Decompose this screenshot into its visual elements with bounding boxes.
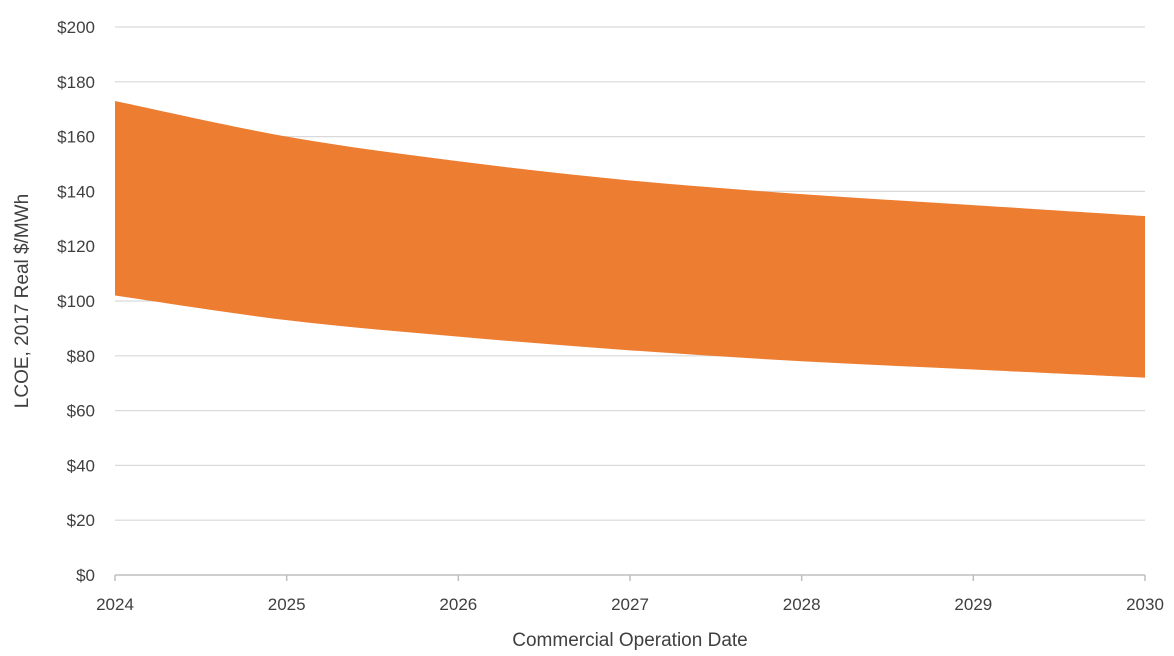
y-tick-label: $60 [67,402,95,421]
x-tick-label: 2026 [439,595,477,614]
x-tick-label: 2028 [783,595,821,614]
x-tick-label: 2024 [96,595,134,614]
y-axis-title: LCOE, 2017 Real $/MWh [12,194,33,408]
x-axis [114,574,1146,581]
y-tick-label: $100 [57,292,95,311]
lcoe-range-band [115,100,1145,378]
y-tick-label: $200 [57,18,95,37]
x-tick-label: 2025 [268,595,306,614]
y-tick-label: $80 [67,347,95,366]
x-axis-title: Commercial Operation Date [512,630,747,651]
y-tick-label: $120 [57,237,95,256]
x-tick-label: 2029 [954,595,992,614]
x-tick-label: 2030 [1126,595,1164,614]
y-tick-label: $180 [57,73,95,92]
x-tick-labels: 2024 2025 2026 2027 2028 2029 2030 [96,595,1164,614]
y-tick-label: $160 [57,128,95,147]
y-tick-label: $0 [76,566,95,585]
y-tick-label: $140 [57,182,95,201]
x-tick-label: 2027 [611,595,649,614]
y-tick-label: $20 [67,511,95,530]
y-tick-labels: $0 $20 $40 $60 $80 $100 $120 $140 $160 $180 $200 [57,18,95,585]
y-tick-label: $40 [67,456,95,475]
